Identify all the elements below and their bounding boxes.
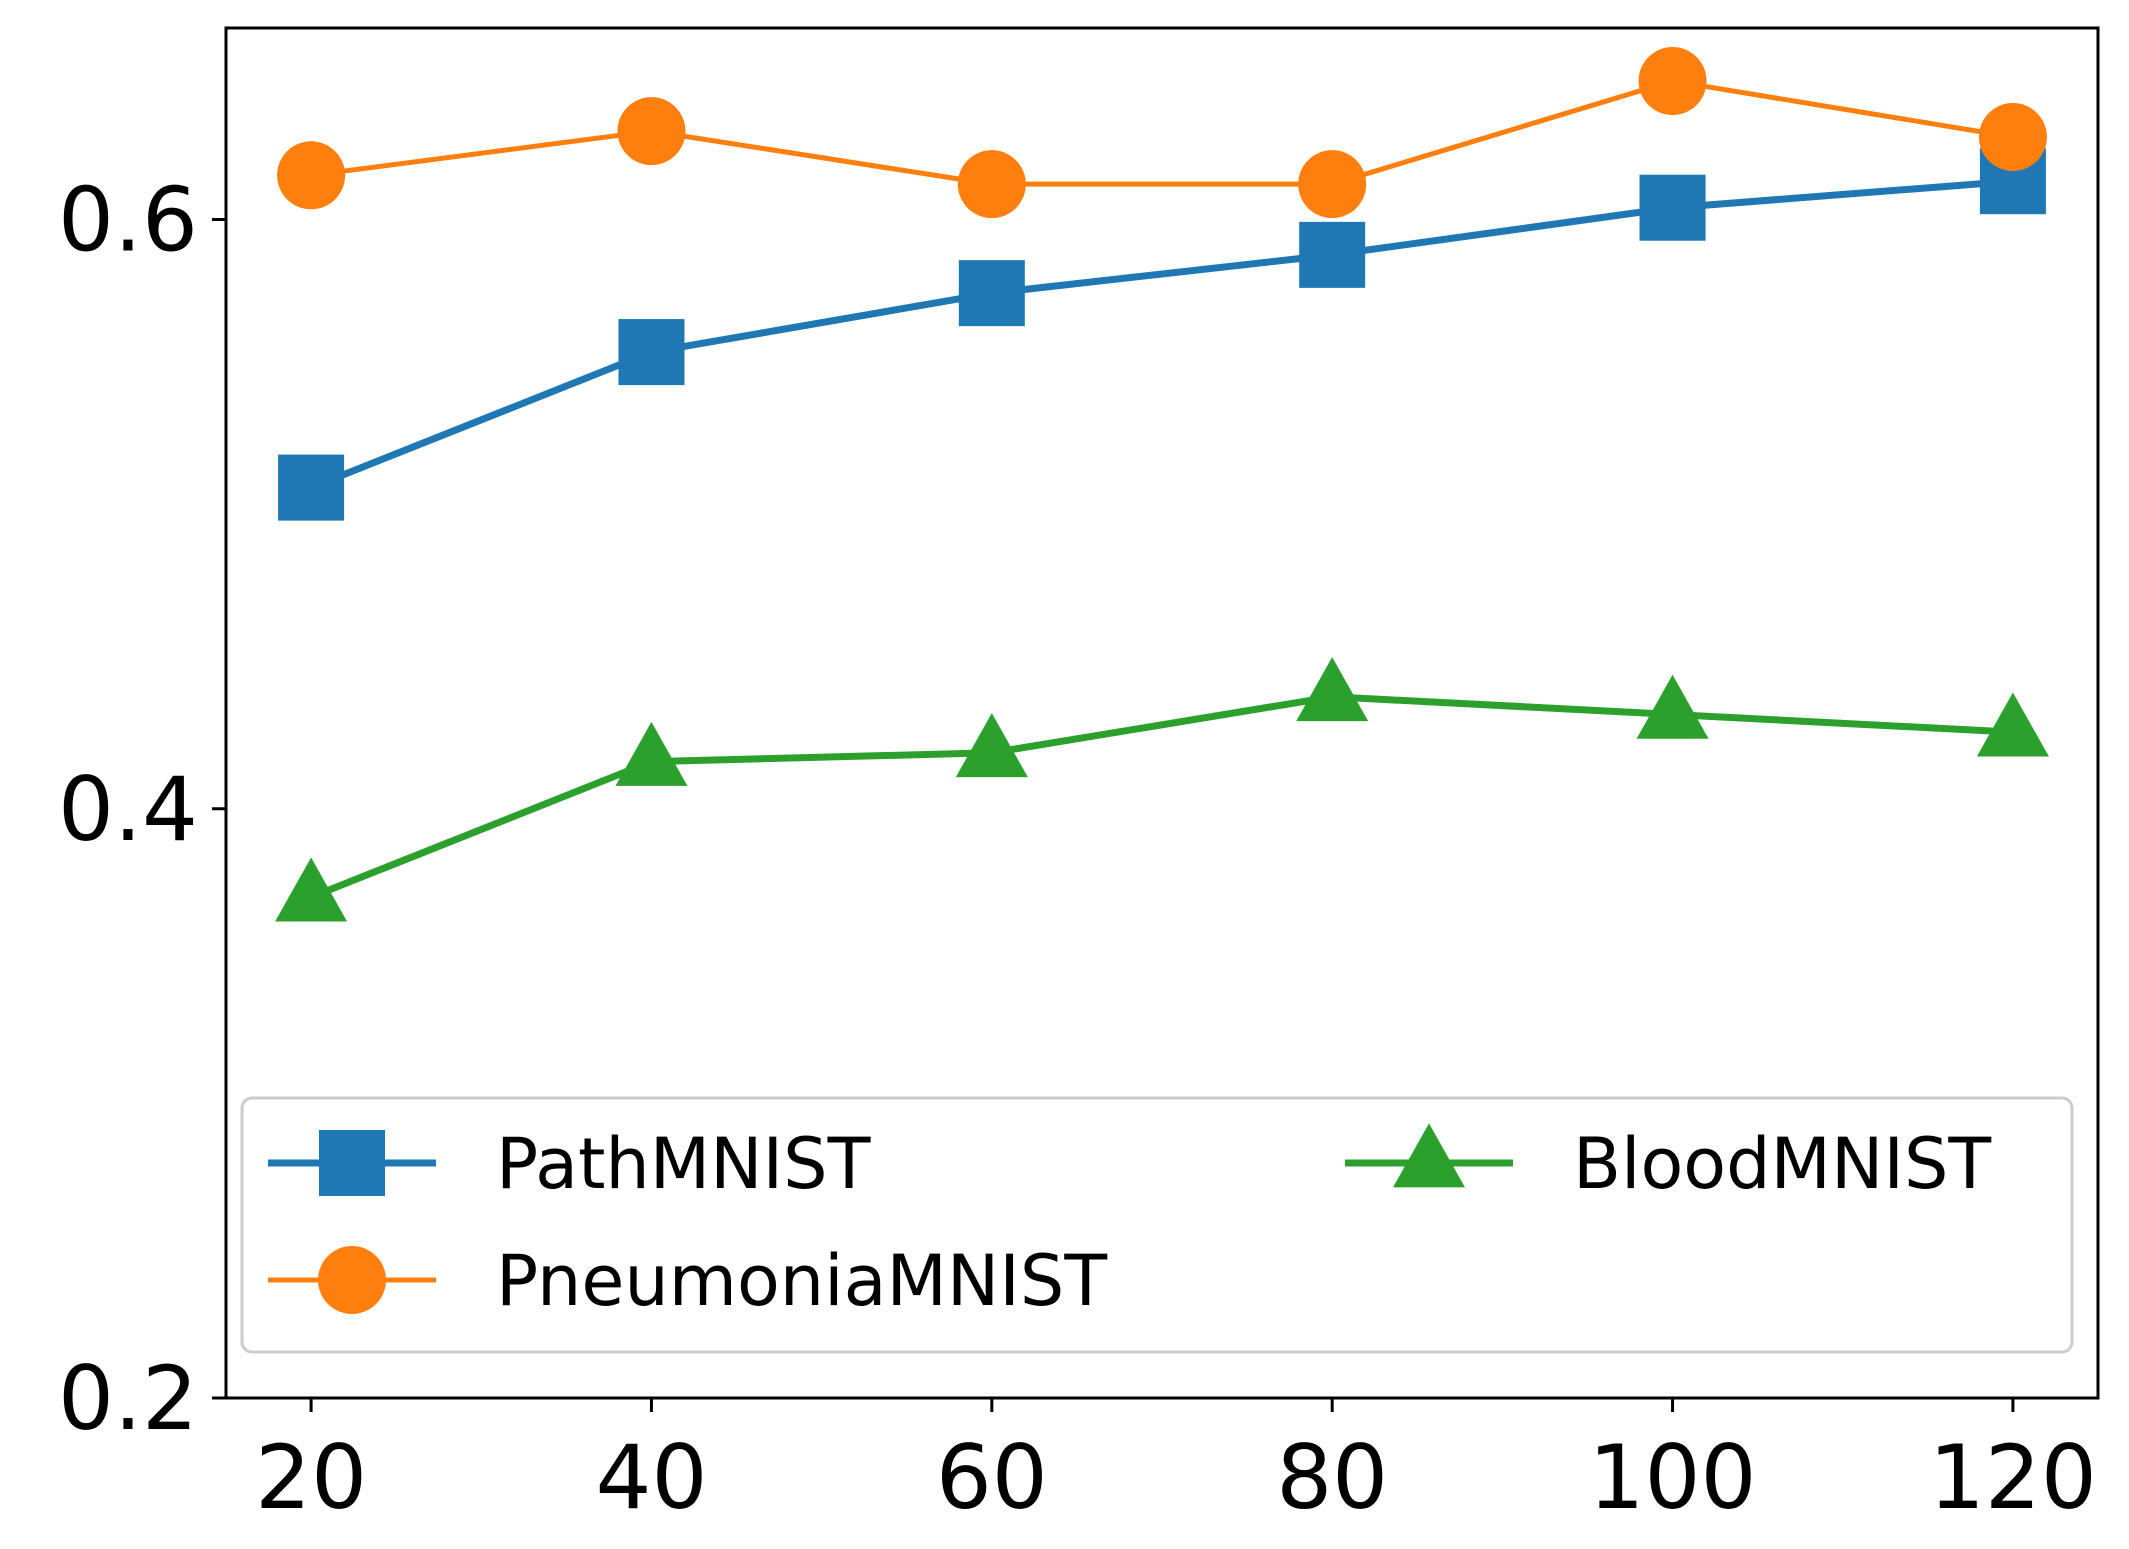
- axes-frame: [224, 26, 2100, 1400]
- legend-marker: [318, 1246, 386, 1314]
- y-tick-label: 0.2: [58, 1347, 198, 1450]
- legend-item: PneumoniaMNIST: [268, 1240, 1107, 1322]
- series-PneumoniaMNIST: [277, 47, 2047, 219]
- x-tick-label: 100: [1589, 1426, 1757, 1529]
- x-tick-label: 120: [1929, 1426, 2097, 1529]
- legend-item: BloodMNIST: [1345, 1123, 1991, 1205]
- legend-label: PneumoniaMNIST: [496, 1240, 1107, 1322]
- data-point: [1978, 103, 2047, 172]
- series-line: [310, 78, 2014, 187]
- data-point: [958, 260, 1025, 327]
- data-point: [1638, 47, 1707, 116]
- x-tick-label: 80: [1276, 1426, 1388, 1529]
- legend-label: PathMNIST: [496, 1123, 871, 1205]
- data-point: [278, 454, 345, 521]
- x-axis: 20 40 60 80 100 120: [255, 1398, 2097, 1529]
- series-line: [309, 693, 2014, 901]
- legend-box: [240, 1096, 2074, 1354]
- data-point: [275, 857, 348, 922]
- legend: PathMNIST PneumoniaMNIST BloodMNIST: [240, 1096, 2074, 1354]
- data-point: [615, 721, 688, 786]
- y-axis: 0.2 0.4 0.6: [58, 169, 226, 1450]
- data-point: [1636, 674, 1709, 739]
- data-point: [955, 713, 1028, 778]
- data-point: [957, 150, 1026, 219]
- legend-marker: [319, 1130, 385, 1196]
- series-layer: [275, 47, 2049, 922]
- data-point: [1299, 221, 1366, 288]
- y-tick-label: 0.6: [58, 169, 198, 272]
- series-line: [309, 177, 2014, 491]
- data-point: [1298, 150, 1367, 219]
- x-tick-label: 20: [255, 1426, 367, 1529]
- data-point: [1976, 692, 2049, 757]
- data-point: [618, 319, 685, 386]
- data-point: [1639, 174, 1706, 241]
- legend-marker: [1393, 1123, 1465, 1188]
- data-point: [617, 97, 686, 166]
- y-tick-label: 0.4: [58, 758, 198, 861]
- data-point: [1296, 657, 1369, 722]
- x-tick-label: 40: [595, 1426, 707, 1529]
- series-PathMNIST: [278, 148, 2046, 521]
- legend-item: PathMNIST: [268, 1123, 871, 1205]
- legend-label: BloodMNIST: [1573, 1123, 1991, 1205]
- x-tick-label: 60: [936, 1426, 1048, 1529]
- series-BloodMNIST: [275, 657, 2049, 922]
- data-point: [277, 141, 346, 210]
